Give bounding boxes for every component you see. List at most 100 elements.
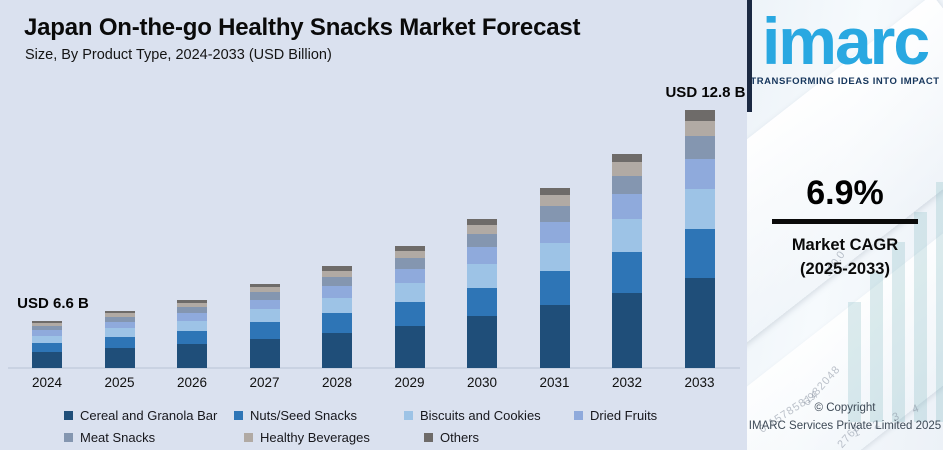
bar-segment-nuts-seed-snacks [322,313,352,333]
legend-label: Others [440,429,480,445]
panel-content: imarc TRANSFORMING IDEAS INTO IMPACT 6.9… [747,0,943,450]
bar-segment-biscuits-and-cookies [467,264,497,288]
legend-label: Biscuits and Cookies [420,407,541,423]
bar-segment-healthy-beverages [32,323,62,327]
bar-segment-cereal-and-granola-bar [177,344,207,368]
bar-segment-dried-fruits [612,194,642,220]
x-tick-2027: 2027 [249,375,280,390]
bar-segment-nuts-seed-snacks [684,228,715,279]
bar-segment-others [539,187,570,196]
bar-segment-biscuits-and-cookies [684,188,715,229]
legend-swatch-dried-fruits [574,410,583,420]
bar-segment-dried-fruits [249,299,280,310]
bar-2030 [467,218,497,368]
bar-2031 [539,187,570,368]
bar-segment-healthy-beverages [177,302,207,307]
bar-segment-nuts-seed-snacks [394,302,425,326]
bar-segment-dried-fruits [32,330,62,336]
legend-label: Healthy Beverages [260,429,370,445]
legend-label: Meat Snacks [80,429,156,445]
bar-segment-healthy-beverages [104,313,135,317]
bar-segment-cereal-and-granola-bar [322,332,352,368]
chart-area: Japan On-the-go Healthy Snacks Market Fo… [8,14,746,448]
decor-bar [914,212,927,422]
x-tick-2028: 2028 [321,375,353,390]
bar-segment-cereal-and-granola-bar [539,305,570,368]
legend-swatch-biscuits-and-cookies [404,410,413,420]
legend-swatch-others [424,432,433,442]
bar-segment-healthy-beverages [394,250,425,259]
legend-row: Meat Snacks Healthy Beverages Others [64,426,744,448]
legend-swatch-nuts-seed-snacks [234,410,243,420]
copyright-line2: IMARC Services Private Limited 2025 [748,420,942,433]
bar-segment-cereal-and-granola-bar [612,293,642,368]
bar-segment-meat-snacks [249,292,280,300]
legend-item-biscuits-and-cookies: Biscuits and Cookies [404,408,574,423]
bar-segment-biscuits-and-cookies [322,297,352,314]
bar-segment-dried-fruits [467,246,497,265]
legend-item-others: Others [424,430,604,445]
x-tick-2024: 2024 [31,375,63,390]
bar-segment-meat-snacks [467,233,497,247]
bar-2026 [177,299,207,368]
bar-value-label-2024: USD 6.6 B [17,295,89,313]
decor-bar [870,272,883,422]
copyright: © Copyright IMARC Services Private Limit… [747,399,943,436]
bar-segment-others [104,310,135,314]
bar-segment-biscuits-and-cookies [177,320,207,332]
imarc-logo-text: imarc [761,4,930,78]
bar-segment-healthy-beverages [612,162,642,176]
bar-segment-others [394,245,425,251]
cagr-label-line2: (2025-2033) [800,259,890,278]
bar-value-label-2033: USD 12.8 B [665,83,746,101]
bar-segment-healthy-beverages [249,287,280,293]
bar-segment-biscuits-and-cookies [612,219,642,253]
bar-segment-nuts-seed-snacks [539,270,570,306]
bar-segment-meat-snacks [177,306,207,313]
bar-segment-others [32,321,62,324]
chart-legend: Cereal and Granola Bar Nuts/Seed Snacks Bi… [64,404,744,448]
x-tick-2031: 2031 [539,375,570,390]
bar-chart: 2024 USD 6.6 B 2025 2026 2027 2028 2029 2030 203… [8,83,746,390]
bar-segment-meat-snacks [32,326,62,331]
bar-segment-biscuits-and-cookies [104,328,135,338]
page-title: Japan On-the-go Healthy Snacks Market Fo… [24,14,581,41]
bar-segment-biscuits-and-cookies [539,242,570,271]
bar-segment-cereal-and-granola-bar [467,316,497,368]
cagr-value: 6.9% [806,174,884,212]
bar-segment-others [249,283,280,287]
bar-segment-dried-fruits [684,158,715,189]
bar-segment-others [684,110,715,121]
x-tick-2032: 2032 [611,375,643,390]
decor-bar [936,182,943,422]
bar-segment-meat-snacks [322,276,352,286]
bar-segment-meat-snacks [104,316,135,322]
bar-segment-dried-fruits [539,221,570,243]
bar-segment-others [612,153,642,163]
bar-segment-meat-snacks [539,206,570,222]
cagr-divider [772,219,918,224]
bar-segment-nuts-seed-snacks [249,322,280,339]
x-tick-2026: 2026 [176,375,208,390]
x-tick-2033: 2033 [684,375,715,390]
bar-2025 [104,310,135,368]
bar-segment-healthy-beverages [684,120,715,137]
bar-segment-dried-fruits [104,321,135,329]
legend-item-cereal-and-granola-bar: Cereal and Granola Bar [64,408,234,423]
legend-label: Dried Fruits [590,407,658,423]
page-subtitle: Size, By Product Type, 2024-2033 (USD Bi… [25,47,332,63]
bar-2032 [612,153,642,368]
x-tick-2029: 2029 [394,375,425,390]
bar-segment-dried-fruits [394,269,425,284]
cagr-callout: 6.9% Market CAGR (2025-2033) [747,176,943,282]
legend-label: Nuts/Seed Snacks [250,407,357,423]
decor-bar [848,302,861,422]
brand-panel: imarc TRANSFORMING IDEAS INTO IMPACT 6.9… [747,0,943,450]
legend-item-dried-fruits: Dried Fruits [574,408,744,423]
bar-segment-meat-snacks [612,175,642,195]
legend-label: Cereal and Granola Bar [80,407,218,423]
bar-2024 [32,321,62,368]
bar-segment-biscuits-and-cookies [394,283,425,303]
legend-swatch-cereal-and-granola-bar [64,410,73,420]
legend-row: Cereal and Granola Bar Nuts/Seed Snacks Bi… [64,404,744,426]
